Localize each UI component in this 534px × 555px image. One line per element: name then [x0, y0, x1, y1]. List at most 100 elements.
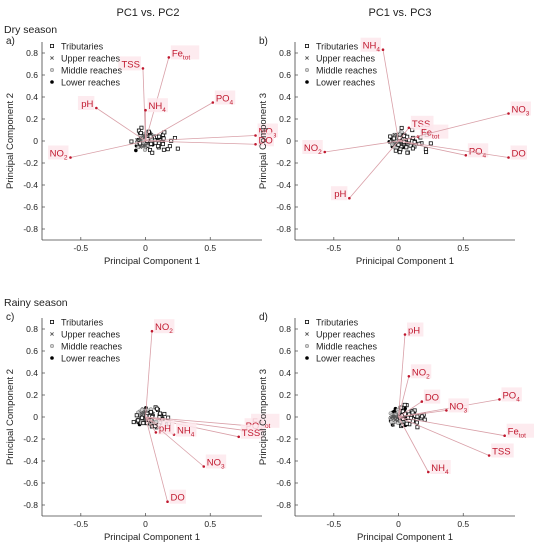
- loading-label-box: [423, 389, 441, 404]
- y-tick-label: -0.2: [276, 434, 291, 444]
- legend-entry: Upper reaches: [316, 330, 376, 340]
- sample-point-lower: [50, 80, 54, 84]
- loading-arrow-tip: [202, 465, 206, 468]
- chart-panel-1: -0.5 0 0.5 -0.8 -0.6 -0.4 -0.2 0 0.2 0.4 0.6 0.8 Pri…: [5, 36, 278, 267]
- loading-label-box: [169, 489, 186, 504]
- sample-point-tributary: [134, 413, 139, 418]
- sample-point-tributary: [422, 417, 427, 422]
- loading-label-box: [510, 145, 527, 160]
- sample-point-tributary: [405, 150, 410, 155]
- legend-entry: Tributaries: [61, 318, 104, 328]
- loading-arrow-tip: [141, 67, 145, 70]
- panel-letter: b): [259, 36, 268, 47]
- y-tick-label: 0.4: [279, 368, 291, 378]
- sample-point-tributary: [131, 420, 136, 425]
- sample-point-tributary: [161, 147, 166, 152]
- loading-arrow: [398, 401, 423, 418]
- sample-point-tributary: [404, 421, 409, 426]
- y-tick-label: 0: [33, 136, 38, 146]
- y-tick-label: 0.2: [279, 114, 291, 124]
- col-title-pc1-pc3: PC1 vs. PC3: [369, 7, 432, 19]
- loading-label: Fetot: [421, 128, 440, 141]
- y-tick-label: 0.6: [279, 70, 291, 80]
- y-tick-label: 0.4: [279, 92, 291, 102]
- loading-arrow-tip: [254, 134, 257, 137]
- sample-point-tributary: [415, 425, 420, 430]
- sample-point-lower: [50, 356, 54, 360]
- sample-point-upper: [388, 415, 393, 420]
- sample-point-tributary: [405, 134, 410, 139]
- loading-arrow: [145, 331, 153, 418]
- legend-entry: Upper reaches: [61, 54, 121, 64]
- col-title-pc1-pc2: PC1 vs. PC2: [117, 7, 180, 19]
- loading-label: NO3: [207, 458, 225, 471]
- loading-arrow: [70, 140, 146, 158]
- sample-point-tributary: [150, 150, 155, 155]
- x-tick-label: -0.5: [326, 243, 341, 253]
- loading-label-box: [410, 364, 432, 379]
- y-tick-label: 0.6: [279, 346, 291, 356]
- y-tick-label: -0.6: [23, 202, 38, 212]
- loading-arrow: [145, 140, 256, 145]
- sample-point-lower: [305, 80, 309, 84]
- sample-point-lower: [305, 356, 309, 360]
- loading-arrow: [398, 410, 447, 418]
- loading-label: NO2: [412, 367, 430, 380]
- loading-label-box: [240, 424, 264, 439]
- panel-letter: a): [6, 36, 15, 47]
- y-axis-label: Principal Component 2: [5, 369, 16, 465]
- sample-point-tributary: [169, 138, 174, 143]
- y-tick-label: -0.4: [23, 180, 38, 190]
- sample-point-tributary: [175, 146, 180, 151]
- y-tick-label: -0.2: [276, 158, 291, 168]
- sample-point-tributary: [399, 125, 404, 130]
- y-axis-label: Principal Component 2: [5, 93, 16, 189]
- loading-arrow-tip: [445, 409, 448, 412]
- loading-label: NH4: [149, 101, 167, 114]
- sample-point-upper: [305, 56, 309, 60]
- y-axis-label: Principal Component 3: [258, 93, 269, 189]
- loading-arrow-tip: [167, 56, 171, 59]
- loading-label: PO4: [502, 390, 520, 403]
- y-tick-label: -0.2: [23, 158, 38, 168]
- loading-label-box: [330, 186, 348, 201]
- sample-point-middle: [49, 343, 55, 349]
- loading-label-box: [430, 460, 451, 474]
- loading-label: TSS: [121, 59, 139, 70]
- loading-arrow-tip: [237, 435, 241, 439]
- sample-point-tributary: [162, 130, 167, 135]
- x-axis-label: Principal Component 1: [357, 532, 453, 543]
- loading-label: NH4: [363, 41, 381, 54]
- legend-entry: Middle reaches: [316, 66, 378, 76]
- loading-arrow: [324, 140, 399, 153]
- loading-label: Fetot: [172, 48, 191, 61]
- sample-point-tributary: [393, 148, 398, 153]
- y-tick-label: 0.4: [26, 92, 38, 102]
- sample-point-tributary: [148, 148, 153, 153]
- sample-point-tributary: [402, 402, 407, 407]
- x-tick-label: -0.5: [73, 519, 88, 529]
- loading-label: NO2: [304, 143, 322, 156]
- y-tick-label: 0.8: [26, 48, 38, 58]
- legend-entry: Middle reaches: [61, 66, 123, 76]
- loading-label: PO4: [216, 94, 234, 107]
- sample-point-tributary: [420, 414, 425, 419]
- sample-point-tributary: [148, 410, 153, 415]
- loading-label-box: [214, 90, 236, 105]
- y-tick-label: 0: [286, 412, 291, 422]
- sample-point-tributary: [129, 139, 134, 144]
- loading-arrow: [382, 49, 399, 142]
- y-tick-label: 0.4: [26, 368, 38, 378]
- y-tick-label: 0: [286, 136, 291, 146]
- sample-point-tributary: [139, 415, 144, 420]
- legend-entry: Upper reaches: [316, 54, 376, 64]
- sample-point-tributary: [400, 409, 405, 414]
- loading-arrow-tip: [211, 101, 215, 104]
- x-axis-label: Prinicipal Component 1: [356, 256, 454, 267]
- sample-point-upper: [392, 132, 397, 137]
- loading-arrow: [349, 140, 399, 199]
- panel-letter: c): [6, 312, 14, 323]
- loading-label: NH4: [431, 463, 449, 476]
- loading-label: TSS: [412, 119, 430, 130]
- loading-arrow: [145, 416, 250, 427]
